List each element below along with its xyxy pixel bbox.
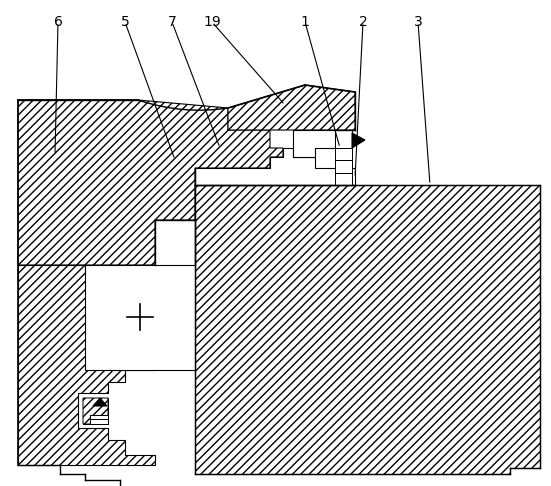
Polygon shape bbox=[18, 265, 155, 465]
Text: 1: 1 bbox=[300, 15, 310, 29]
Polygon shape bbox=[335, 160, 352, 173]
Text: 19: 19 bbox=[203, 15, 221, 29]
Polygon shape bbox=[90, 415, 108, 424]
Polygon shape bbox=[352, 133, 365, 148]
Polygon shape bbox=[335, 130, 352, 148]
Polygon shape bbox=[83, 398, 108, 424]
Text: 5: 5 bbox=[121, 15, 129, 29]
Text: 7: 7 bbox=[168, 15, 176, 29]
Polygon shape bbox=[83, 398, 108, 424]
Text: 2: 2 bbox=[359, 15, 368, 29]
Polygon shape bbox=[335, 173, 352, 185]
Polygon shape bbox=[18, 100, 283, 265]
Polygon shape bbox=[93, 398, 107, 406]
Polygon shape bbox=[195, 185, 540, 474]
Text: 3: 3 bbox=[414, 15, 423, 29]
Text: 6: 6 bbox=[53, 15, 62, 29]
Polygon shape bbox=[335, 148, 352, 160]
Polygon shape bbox=[228, 85, 355, 130]
Polygon shape bbox=[195, 148, 355, 185]
Polygon shape bbox=[293, 130, 335, 157]
Polygon shape bbox=[85, 265, 195, 370]
